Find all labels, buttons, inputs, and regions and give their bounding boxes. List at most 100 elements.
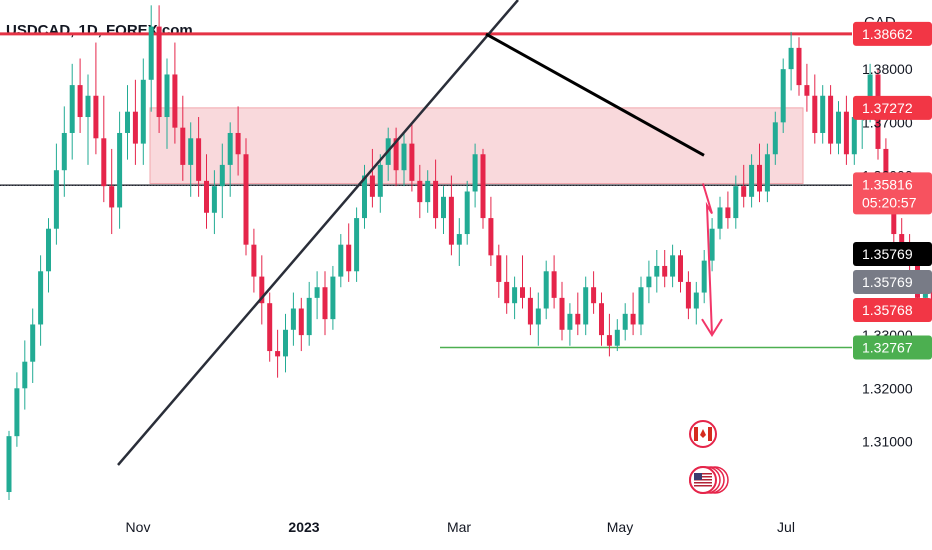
x-tick-label: May — [607, 519, 633, 535]
candle-body — [630, 313, 636, 325]
candle-body — [69, 85, 75, 133]
candle-body — [22, 361, 28, 389]
candle-body — [235, 132, 241, 155]
candle-body — [125, 111, 130, 133]
candle-body — [314, 287, 320, 298]
price-tag-label: 1.38662 — [862, 26, 913, 42]
candle-body — [61, 132, 67, 171]
candle-body — [638, 287, 644, 325]
candle-body — [646, 276, 652, 288]
candle-body — [796, 47, 802, 86]
candle-body — [828, 95, 834, 144]
flag-band — [694, 427, 698, 441]
candle-body — [733, 186, 739, 219]
candle-body — [812, 95, 818, 133]
candle-body — [267, 303, 273, 352]
candle-body — [117, 132, 123, 208]
candle-body — [701, 260, 707, 293]
candle-body — [464, 191, 470, 235]
candle-body — [504, 281, 510, 304]
y-tick-label: 1.31000 — [862, 433, 913, 449]
candle-body — [211, 186, 217, 213]
price-tag-label: 1.35816 — [862, 176, 913, 192]
candle-body — [30, 324, 36, 362]
candle-body — [851, 117, 857, 155]
candle-body — [6, 436, 12, 493]
price-tag-label: 1.32767 — [862, 340, 913, 356]
candle-body — [693, 292, 699, 309]
flag-canton — [694, 473, 702, 480]
us-flag-icon[interactable] — [689, 466, 729, 494]
candle-body — [38, 271, 44, 325]
candle-body — [330, 276, 336, 320]
candle-body — [780, 69, 786, 123]
candle-body — [670, 255, 676, 277]
candle-body — [393, 138, 399, 171]
candle-body — [140, 79, 146, 144]
candle-body — [836, 111, 841, 144]
candle-body — [725, 207, 731, 219]
x-tick-label: 2023 — [288, 519, 319, 535]
ascending-trendline — [117, 0, 519, 466]
candle-body — [283, 329, 288, 357]
candle-body — [843, 111, 849, 155]
candle-body — [93, 95, 99, 139]
candle-body — [132, 111, 138, 144]
candle-body — [417, 180, 423, 203]
candle-body — [101, 138, 107, 187]
candle-body — [749, 164, 755, 197]
price-tag — [853, 270, 932, 294]
flag-band — [708, 427, 712, 441]
candle-body — [14, 388, 20, 437]
candle-body — [377, 164, 383, 197]
x-tick-label: Jul — [777, 519, 795, 535]
price-tag — [853, 95, 932, 120]
candle-body — [788, 47, 794, 70]
candle-body — [480, 154, 486, 219]
forecast-arrow-line — [702, 183, 713, 336]
candle-body — [156, 26, 162, 118]
candle-body — [591, 287, 597, 304]
candle-body — [346, 244, 352, 272]
candle-body — [290, 308, 296, 330]
price-tag — [853, 298, 932, 322]
candle-body — [622, 313, 628, 330]
forecast-arrow-head — [701, 318, 723, 337]
x-tick-label: Mar — [447, 519, 471, 535]
candle-body — [456, 234, 462, 245]
candle-body — [535, 308, 541, 325]
canada-flag-icon[interactable] — [689, 420, 717, 448]
candle-body — [196, 138, 202, 181]
candle-body — [148, 26, 154, 80]
candle-body — [772, 122, 778, 155]
candle-body — [53, 170, 59, 229]
flag-stripe — [694, 482, 712, 484]
candle-body — [338, 244, 344, 277]
y-tick-label: 1.32000 — [862, 380, 913, 396]
candle-body — [741, 186, 747, 197]
candle-body — [930, 287, 932, 304]
candle-body — [512, 287, 518, 304]
descending-trendline — [485, 32, 705, 157]
price-tag-label: 1.37272 — [862, 100, 913, 116]
flag-stripe — [694, 479, 712, 481]
candle-body — [804, 85, 810, 96]
candle-body — [654, 265, 660, 277]
y-tick-label: 1.38000 — [862, 61, 913, 77]
flag-stripe — [694, 473, 712, 475]
candle-body — [46, 228, 51, 272]
candle-body — [599, 303, 604, 336]
price-tag — [853, 172, 932, 215]
candle-body — [867, 74, 873, 112]
price-tag — [853, 242, 932, 266]
candle-body — [678, 255, 683, 282]
candle-body — [425, 180, 431, 203]
candle-body — [401, 143, 407, 171]
candle-body — [354, 218, 360, 272]
candle-body — [259, 276, 265, 304]
candle-body — [433, 180, 439, 219]
maple-leaf — [700, 429, 706, 438]
candle-body — [172, 74, 178, 128]
candle-body — [820, 95, 826, 133]
